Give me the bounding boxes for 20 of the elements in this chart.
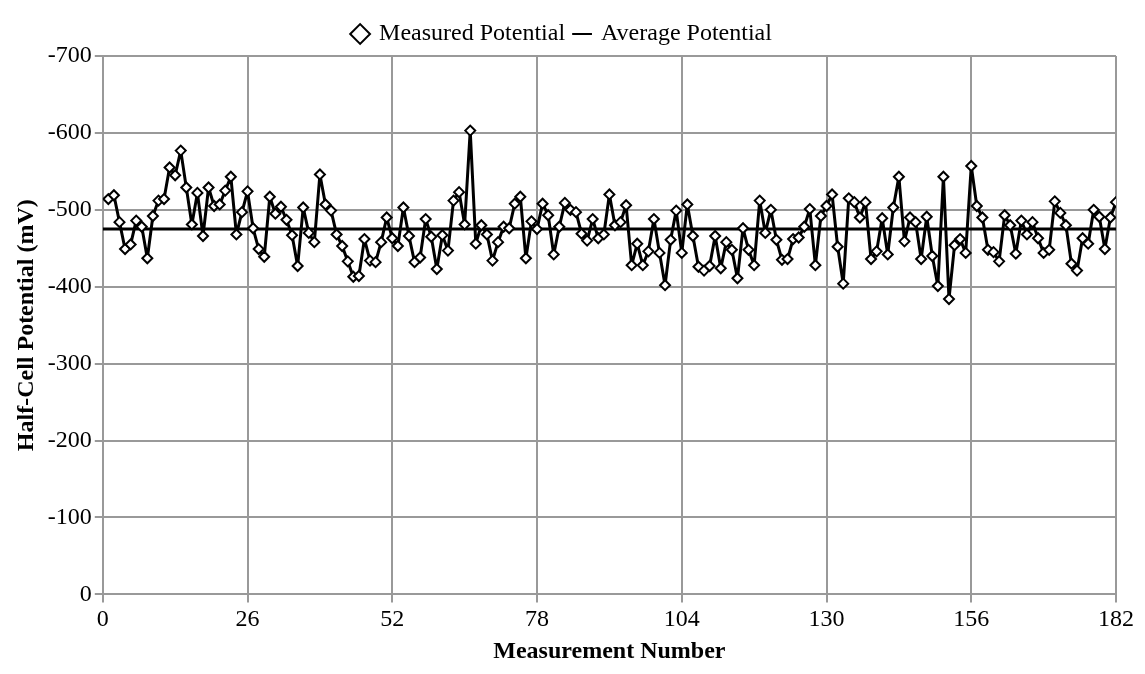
- y-tick-label: -100: [47, 502, 92, 529]
- y-tick-label: -400: [47, 272, 92, 299]
- y-tick-label: -200: [47, 425, 92, 452]
- x-tick-label: 26: [235, 605, 260, 632]
- y-tick-label: -300: [47, 348, 92, 375]
- x-tick-label: 130: [808, 605, 845, 632]
- x-axis-title: Measurement Number: [493, 636, 726, 663]
- x-tick-label: 52: [380, 605, 405, 632]
- x-tick-label: 156: [953, 605, 990, 632]
- y-tick-label: -600: [47, 118, 92, 145]
- x-tick-label: 78: [525, 605, 550, 632]
- legend-label: Average Potential: [601, 19, 773, 46]
- x-tick-label: 182: [1098, 605, 1134, 632]
- x-tick-label: 0: [96, 605, 109, 632]
- x-tick-label: 104: [663, 605, 700, 632]
- y-tick-label: -500: [47, 195, 92, 222]
- legend-label: Measured Potential: [379, 19, 566, 46]
- y-axis-title: Half-Cell Potential (mV): [11, 199, 38, 452]
- y-tick-label: -700: [47, 41, 92, 68]
- y-tick-label: 0: [79, 579, 92, 606]
